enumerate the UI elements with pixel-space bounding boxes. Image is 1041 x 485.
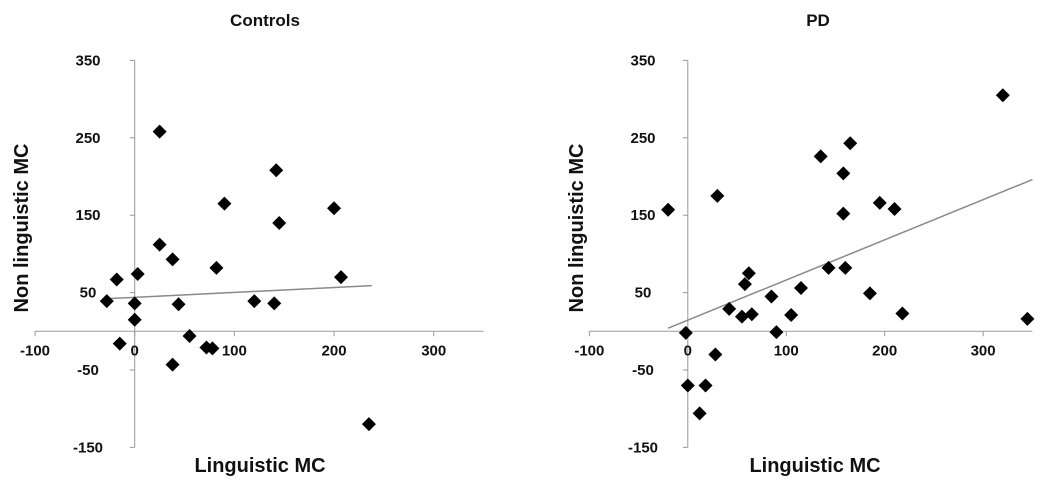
panel1-x-tick-label: 0 [131, 342, 139, 359]
panel2-data-point [764, 289, 779, 304]
panel2-data-point [741, 266, 756, 281]
panel2-data-point [836, 166, 851, 181]
panel1-data-point [269, 163, 284, 178]
panel2-data-point [734, 309, 749, 324]
panel1-y-tick-label: 50 [80, 285, 97, 302]
panel2-data-point [895, 306, 910, 321]
panel1-chart-title: Controls [230, 11, 300, 30]
panel2-data-point [678, 325, 693, 340]
panel1-data-point [130, 267, 145, 282]
panel2-y-tick-label: 350 [630, 52, 655, 69]
panel1-x-tick-label: 300 [421, 342, 446, 359]
panel1-data-point [109, 272, 124, 287]
panel2-data-point [737, 277, 752, 292]
panel2-y-tick-label: 150 [630, 207, 655, 224]
panel1-data-point [327, 201, 342, 216]
panel2-data-point [784, 308, 799, 323]
panel1-y-tick-label: -150 [73, 439, 103, 456]
panel2-data-point [769, 325, 784, 340]
panel1-y-tick-label: -50 [77, 362, 99, 379]
panel1-data-point [127, 312, 142, 327]
panel1-data-point [272, 215, 287, 230]
panel2-data-point [680, 378, 695, 393]
panel2-data-point [1020, 311, 1035, 326]
panel1-data-point [165, 357, 180, 372]
panel1-trend-line [104, 284, 372, 300]
panel1-data-point [112, 336, 127, 351]
panel2-data-point [710, 188, 725, 203]
panel1-x-tick-label: -100 [20, 342, 50, 359]
panel2-data-point [838, 260, 853, 275]
panel1-data-point [209, 260, 224, 275]
panel2-data-point [813, 149, 828, 164]
panel1-y-tick-label: 150 [75, 207, 100, 224]
panel1-data-point [267, 296, 282, 311]
panel1-x-tick-label: 100 [222, 342, 247, 359]
panel1-data-point [99, 294, 114, 309]
panel2-data-point [794, 280, 809, 295]
panel2-y-tick-label: -50 [632, 362, 654, 379]
panel2-data-point [872, 195, 887, 210]
panel1-y-tick-label: 250 [75, 130, 100, 147]
panel2-y-axis-label: Non linguistic MC [566, 144, 588, 313]
panel2-x-tick-label: 0 [684, 342, 692, 359]
panel2-y-tick-label: 250 [630, 130, 655, 147]
panel2-data-point [744, 307, 759, 322]
panel2-chart-title: PD [806, 11, 830, 30]
panel1-y-axis-label: Non linguistic MC [11, 144, 33, 313]
panel2-data-point [661, 202, 676, 217]
panel2-trend-line [667, 178, 1033, 329]
panel1-data-point [127, 296, 142, 311]
panel1-data-point [361, 417, 376, 432]
panel1-x-axis-label: Linguistic MC [194, 455, 325, 477]
panel2-x-axis-label: Linguistic MC [749, 455, 880, 477]
panel2-data-point [698, 378, 713, 393]
panel2-data-point [836, 206, 851, 221]
panel2-data-point [887, 202, 902, 217]
panel2-x-tick-label: -100 [574, 342, 604, 359]
panel2-y-tick-label: -150 [628, 439, 658, 456]
panel2-data-point [843, 136, 858, 151]
panel2-data-point [708, 347, 723, 362]
panel2-y-tick-label: 50 [635, 285, 652, 302]
panel2-data-point [821, 260, 836, 275]
panel1-data-point [152, 237, 167, 252]
panel1-x-tick-label: 200 [322, 342, 347, 359]
panel2-data-point [692, 406, 707, 421]
panel2-data-point [995, 88, 1010, 103]
panel2-x-tick-label: 200 [872, 342, 897, 359]
panel1-data-point [152, 124, 167, 139]
panel2-x-tick-label: 300 [971, 342, 996, 359]
panel1-data-point [247, 294, 262, 309]
panel1-data-point [165, 252, 180, 267]
panel2-data-point [862, 286, 877, 301]
panel2-x-tick-label: 100 [774, 342, 799, 359]
panel1-data-point [171, 297, 186, 312]
panel1-data-point [334, 270, 349, 285]
panel1-data-point [205, 341, 220, 356]
panel2-data-point [722, 301, 737, 316]
panel1-y-tick-label: 350 [75, 52, 100, 69]
panel1-data-point [217, 196, 232, 211]
panel1-data-point [182, 328, 197, 343]
